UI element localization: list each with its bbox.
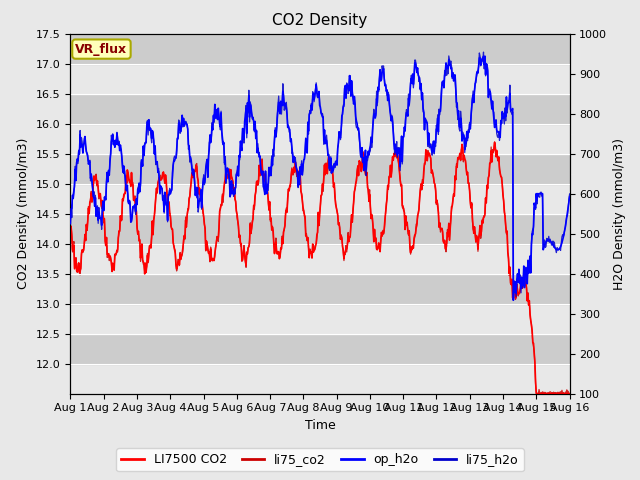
Bar	[70, 304, 570, 334]
Bar	[70, 154, 570, 184]
Bar	[70, 334, 570, 364]
Bar	[70, 64, 570, 94]
Bar	[70, 214, 570, 244]
Bar	[70, 364, 570, 394]
Bar	[70, 34, 570, 64]
Y-axis label: CO2 Density (mmol/m3): CO2 Density (mmol/m3)	[17, 138, 30, 289]
Legend: LI7500 CO2, li75_co2, op_h2o, li75_h2o: LI7500 CO2, li75_co2, op_h2o, li75_h2o	[116, 448, 524, 471]
Text: VR_flux: VR_flux	[76, 43, 127, 56]
Bar	[70, 274, 570, 304]
Bar	[70, 124, 570, 154]
Bar	[70, 94, 570, 124]
Bar	[70, 244, 570, 274]
Bar	[70, 184, 570, 214]
X-axis label: Time: Time	[305, 419, 335, 432]
Y-axis label: H2O Density (mmol/m3): H2O Density (mmol/m3)	[613, 138, 626, 289]
Title: CO2 Density: CO2 Density	[273, 13, 367, 28]
